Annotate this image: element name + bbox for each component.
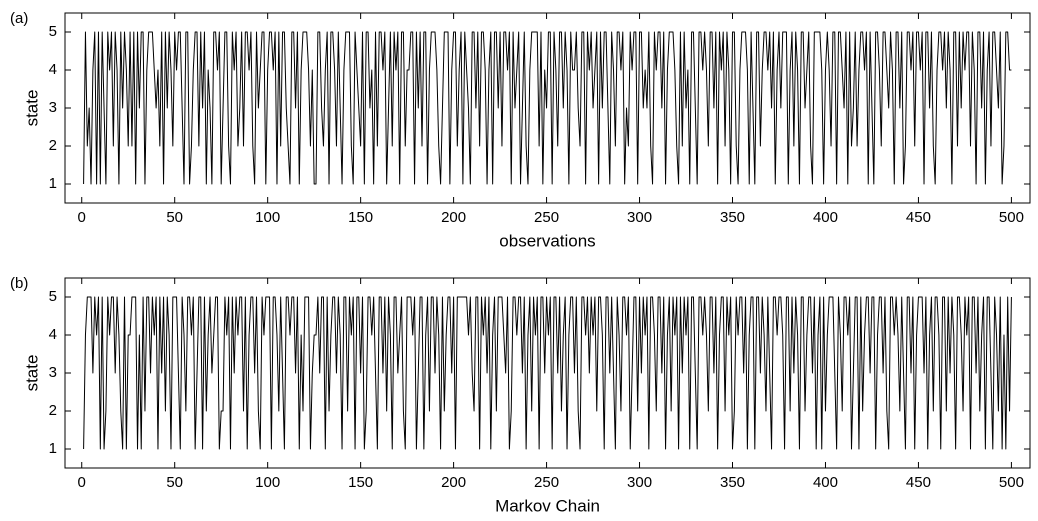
x-tick-label: 50 xyxy=(166,209,183,226)
y-tick-label: 5 xyxy=(49,23,57,40)
x-tick-label: 300 xyxy=(627,474,652,491)
x-tick-label: 300 xyxy=(627,209,652,226)
y-tick-label: 1 xyxy=(49,440,57,457)
y-axis-label: state xyxy=(22,355,41,392)
panel-label: (b) xyxy=(10,275,28,292)
x-tick-label: 450 xyxy=(906,474,931,491)
x-tick-label: 500 xyxy=(999,209,1024,226)
y-tick-label: 4 xyxy=(49,61,57,78)
x-tick-label: 150 xyxy=(348,209,373,226)
x-tick-label: 400 xyxy=(813,474,838,491)
x-tick-label: 350 xyxy=(720,209,745,226)
x-tick-label: 500 xyxy=(999,474,1024,491)
data-line xyxy=(83,31,1012,185)
x-axis-label: Markov Chain xyxy=(495,496,600,515)
y-tick-label: 5 xyxy=(49,288,57,305)
y-tick-label: 1 xyxy=(49,175,57,192)
x-tick-label: 100 xyxy=(255,209,280,226)
x-tick-label: 100 xyxy=(255,474,280,491)
x-tick-label: 200 xyxy=(441,209,466,226)
y-tick-label: 2 xyxy=(49,402,57,419)
x-tick-label: 0 xyxy=(78,209,86,226)
x-tick-label: 50 xyxy=(166,474,183,491)
x-tick-label: 0 xyxy=(78,474,86,491)
data-line xyxy=(83,296,1012,450)
panel-label: (a) xyxy=(10,10,28,27)
x-tick-label: 350 xyxy=(720,474,745,491)
y-tick-label: 3 xyxy=(49,364,57,381)
y-tick-label: 4 xyxy=(49,326,57,343)
x-tick-label: 250 xyxy=(534,474,559,491)
x-tick-label: 400 xyxy=(813,209,838,226)
x-tick-label: 250 xyxy=(534,209,559,226)
x-axis-label: observations xyxy=(499,231,595,250)
x-tick-label: 200 xyxy=(441,474,466,491)
y-tick-label: 2 xyxy=(49,137,57,154)
x-tick-label: 450 xyxy=(906,209,931,226)
x-tick-label: 150 xyxy=(348,474,373,491)
y-tick-label: 3 xyxy=(49,99,57,116)
y-axis-label: state xyxy=(22,90,41,127)
